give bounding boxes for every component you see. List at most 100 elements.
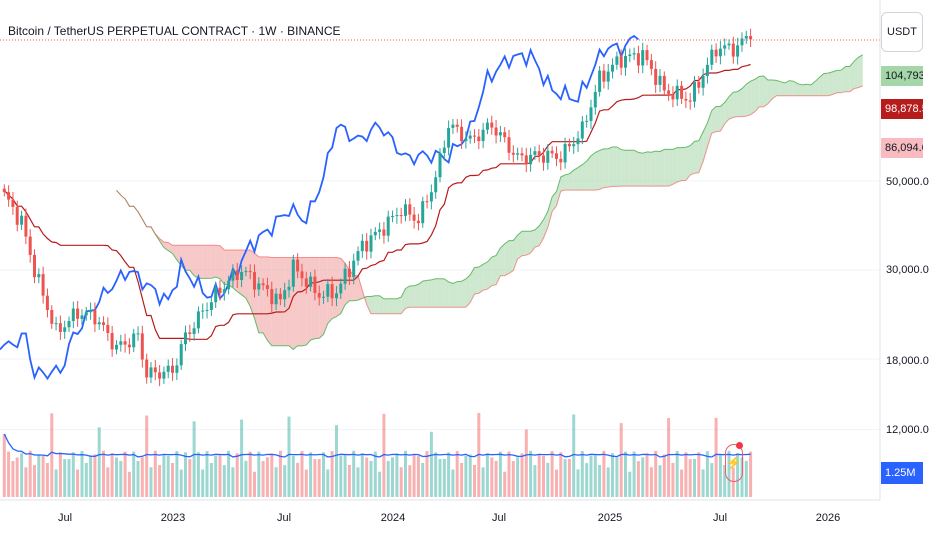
candle-body	[632, 53, 636, 55]
candle-body	[50, 310, 54, 324]
cloud-segment	[189, 245, 195, 276]
volume-bar	[425, 451, 429, 497]
volume-bar	[80, 451, 84, 497]
candle-body	[447, 128, 451, 148]
cloud-segment	[694, 140, 699, 174]
volume-bar	[106, 467, 110, 497]
ichimoku-cloud	[116, 54, 863, 351]
volume-bar	[421, 462, 425, 497]
candle-body	[412, 214, 416, 221]
volume-bar	[391, 457, 394, 497]
cloud-segment	[392, 298, 397, 314]
candle-body	[54, 323, 58, 325]
cloud-segment	[457, 281, 462, 308]
cloud-segment	[789, 80, 794, 96]
candle-body	[218, 287, 222, 293]
currency-button[interactable]: USDT	[881, 12, 923, 52]
volume-bar	[731, 467, 735, 497]
candle-body	[127, 344, 131, 348]
volume-bar	[50, 413, 54, 497]
candle-body	[20, 215, 24, 225]
candle-body	[382, 229, 386, 236]
cloud-segment	[655, 151, 660, 187]
volume-bar	[442, 459, 446, 497]
volume-bar	[140, 457, 144, 497]
candlesticks	[2, 28, 753, 387]
cloud-segment	[470, 267, 475, 303]
candle-body	[576, 138, 580, 145]
candle-body	[567, 143, 571, 147]
candle-body	[731, 43, 735, 57]
cloud-segment	[530, 229, 535, 253]
time-label: 2023	[160, 512, 186, 524]
candle-body	[175, 365, 179, 373]
volume-bar	[196, 452, 200, 497]
candle-body	[287, 286, 291, 291]
baseline-tag: 86,094.0	[881, 138, 923, 158]
cloud-segment	[858, 54, 863, 88]
volume-bar	[300, 451, 304, 497]
cloud-segment	[185, 245, 190, 271]
lightning-event-icon[interactable]: ⚡	[725, 444, 743, 482]
candle-body	[705, 64, 709, 76]
volume-bar	[395, 453, 399, 497]
cloud-segment	[849, 61, 855, 92]
volume-bar	[11, 461, 15, 497]
candle-body	[391, 216, 394, 217]
volume-bar	[563, 459, 567, 497]
candle-body	[158, 372, 162, 379]
cloud-segment	[232, 250, 238, 292]
candle-body	[498, 132, 502, 136]
candle-body	[658, 75, 662, 85]
volume-bar	[283, 465, 287, 497]
cloud-segment	[297, 257, 302, 346]
last-price-tag: 98,878.5	[881, 99, 923, 119]
candle-body	[58, 323, 62, 332]
cloud-segment	[556, 177, 561, 206]
candle-body	[649, 60, 653, 69]
cloud-segment	[793, 81, 799, 96]
candle-body	[460, 126, 464, 142]
volume-bar	[378, 471, 382, 497]
cloud-segment	[271, 257, 277, 346]
cloud-segment	[595, 150, 600, 191]
leading-span-a	[116, 54, 863, 351]
volume-bar	[248, 451, 252, 497]
candle-body	[369, 235, 373, 252]
volume-bar	[7, 451, 11, 497]
candle-body	[511, 152, 515, 155]
cloud-segment	[560, 174, 566, 192]
price-label: 50,000.0	[886, 176, 929, 188]
candle-body	[33, 254, 36, 278]
cloud-segment	[409, 285, 415, 308]
cloud-segment	[388, 298, 393, 314]
candle-body	[244, 271, 248, 273]
candle-body	[386, 216, 390, 236]
volume-bar	[494, 460, 498, 497]
cloud-segment	[224, 250, 229, 285]
volume-bar	[684, 452, 688, 497]
cloud-segment	[323, 257, 328, 335]
volume-bar	[179, 469, 183, 497]
candle-body	[132, 333, 136, 348]
cloud-segment	[672, 147, 678, 185]
candle-body	[667, 90, 671, 94]
volume-bar	[322, 452, 325, 497]
candle-body	[67, 321, 71, 328]
volume-bar	[701, 469, 705, 497]
candle-body	[313, 276, 317, 293]
volume-bar	[447, 452, 451, 497]
candle-body	[516, 153, 520, 155]
candle-body	[291, 259, 295, 287]
candle-body	[529, 154, 533, 165]
candle-body	[102, 322, 105, 325]
volume-bar	[537, 454, 541, 497]
candle-body	[227, 280, 231, 290]
volume-bar	[231, 467, 235, 497]
candle-body	[356, 251, 360, 261]
cloud-segment	[552, 191, 557, 212]
volume-bar	[667, 418, 671, 497]
volume-bar	[550, 451, 554, 497]
volume-bar	[693, 459, 696, 497]
